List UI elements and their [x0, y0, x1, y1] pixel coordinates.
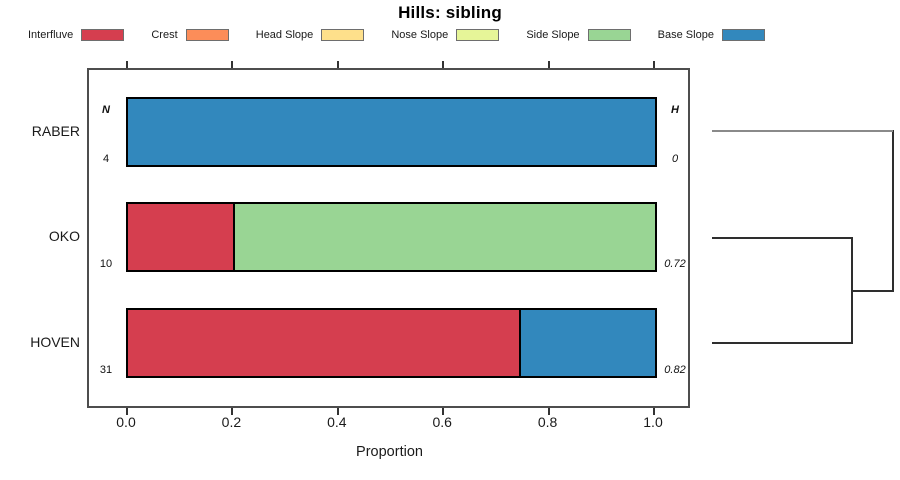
x-axis-tick — [547, 61, 550, 68]
h-value-oko: 0.72 — [664, 258, 686, 270]
bar-hoven — [126, 308, 657, 378]
bar-segment-side-slope — [233, 204, 655, 270]
legend-item-interfluve: Interfluve — [28, 29, 125, 41]
bar-raber — [126, 97, 657, 167]
legend-item-side-slope: Side Slope — [526, 29, 631, 41]
bar-segment-interfluve — [128, 204, 234, 270]
x-axis-tick — [547, 408, 550, 415]
y-axis-label-oko: OKO — [48, 228, 80, 244]
n-column-header: N — [102, 104, 110, 116]
x-tick-label: 0.6 — [432, 414, 452, 430]
legend-item-crest: Crest — [151, 29, 229, 41]
bar-oko — [126, 202, 657, 272]
side-slope-swatch-icon — [587, 29, 631, 41]
head-slope-swatch-icon — [321, 29, 365, 41]
h-value-raber: 0 — [671, 153, 679, 165]
x-axis-tick — [336, 408, 339, 415]
legend-label: Head Slope — [255, 29, 314, 41]
x-axis-tick — [442, 61, 445, 68]
legend-label: Base Slope — [657, 29, 714, 41]
legend-item-nose-slope: Nose Slope — [391, 29, 500, 41]
x-axis-tick — [653, 408, 655, 415]
crest-swatch-icon — [185, 29, 229, 41]
h-column-header: H — [671, 104, 679, 116]
dendrogram-leaf-line-raber — [712, 130, 893, 132]
chart-title: Hills: sibling — [398, 3, 502, 22]
n-value-hoven: 31 — [99, 364, 113, 376]
x-axis-tick — [231, 408, 234, 415]
legend-item-head-slope: Head Slope — [256, 29, 365, 41]
y-axis-label-hoven: HOVEN — [30, 334, 80, 350]
nose-slope-swatch-icon — [456, 29, 500, 41]
n-value-oko: 10 — [99, 258, 113, 270]
legend: Interfluve Crest Head Slope Nose Slope Side … — [28, 26, 765, 44]
h-value-hoven: 0.82 — [664, 364, 686, 376]
x-tick-label: 0.4 — [327, 414, 347, 430]
x-axis-title: Proportion — [356, 444, 423, 460]
legend-label: Side Slope — [526, 29, 580, 41]
x-axis-tick — [126, 61, 128, 68]
bar-segment-interfluve — [128, 310, 520, 376]
x-axis-tick — [653, 61, 655, 68]
x-tick-label: 0.2 — [221, 414, 242, 430]
dendrogram-leaf-line-hoven — [712, 342, 852, 344]
dendrogram-connector-line — [851, 290, 893, 292]
x-tick-label: 1.0 — [643, 414, 663, 430]
n-value-raber: 4 — [102, 153, 110, 165]
plot-area: 4 0 10 0.72 31 0.82 N H — [87, 61, 690, 415]
base-slope-swatch-icon — [721, 29, 765, 41]
legend-item-base-slope: Base Slope — [658, 29, 765, 41]
legend-label: Interfluve — [28, 29, 74, 41]
dendrogram-merge-line — [892, 130, 894, 292]
legend-label: Nose Slope — [391, 29, 449, 41]
legend-label: Crest — [151, 29, 178, 41]
bar-segment-base-slope — [128, 99, 655, 165]
interfluve-swatch-icon — [81, 29, 125, 41]
bar-segment-base-slope — [519, 310, 655, 376]
x-axis-tick — [336, 61, 339, 68]
x-tick-label: 0.8 — [537, 414, 558, 430]
x-tick-label: 0.0 — [116, 414, 136, 430]
dendrogram-leaf-line-oko — [712, 237, 852, 239]
x-axis-tick — [442, 408, 445, 415]
y-axis-label-raber: RABER — [31, 123, 80, 139]
x-axis-tick — [126, 408, 128, 415]
x-axis-tick — [231, 61, 234, 68]
